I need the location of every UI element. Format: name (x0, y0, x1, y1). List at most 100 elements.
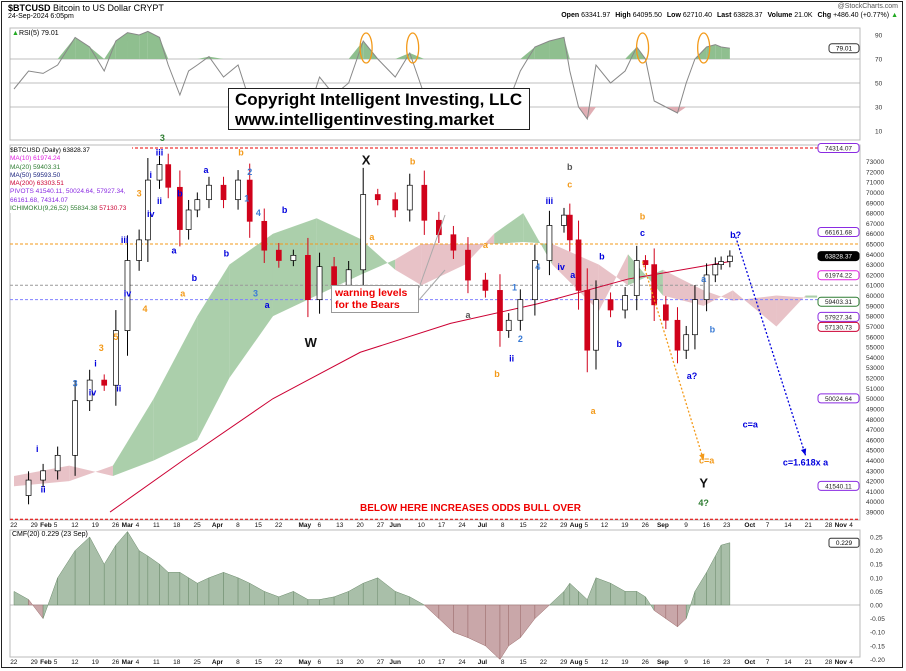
wave-label: a (483, 240, 489, 250)
cmf-area-segment (28, 598, 44, 620)
ohlc-readout: Open 63341.97 High 64095.50 Low 62710.40… (558, 12, 898, 19)
wave-label: c (640, 228, 645, 238)
cmf-tick-label: -0.15 (870, 643, 885, 650)
candle-body (421, 184, 428, 221)
rsi-tick-label: 90 (875, 33, 883, 40)
date-tick-label: 15 (519, 522, 527, 529)
date-tick-label: 11 (153, 659, 160, 666)
price-tick-label: 67000 (866, 221, 884, 228)
rsi-highlight-circle (697, 32, 711, 64)
price-tick-label: 54000 (866, 355, 884, 362)
price-tick-label: 52000 (866, 376, 884, 383)
price-badge (817, 251, 860, 262)
date-tick-label: Sep (657, 522, 669, 529)
legend-ichimoku-b: 57130.73 (99, 205, 127, 213)
cmf-tick-label: 0.20 (870, 548, 883, 555)
candle-body (136, 239, 142, 261)
date-tick-label: Apr (212, 522, 224, 529)
cmf-area-segment (610, 582, 626, 606)
price-legend: $BTCUSD (Daily) 63828.37 MA(10) 61974.24… (10, 147, 132, 214)
date-tick-label: 18 (173, 659, 181, 666)
date-tick-label: 12 (601, 522, 609, 529)
wave-label: c (567, 179, 572, 189)
date-tick-label: 16 (703, 659, 711, 666)
rsi-overbought-fill (549, 37, 564, 59)
date-tick-label: Nov (835, 522, 848, 529)
wave-label: 2 (247, 167, 252, 177)
price-badge (817, 321, 860, 332)
price-badge (817, 270, 860, 281)
wave-label: 3 (160, 133, 165, 143)
wave-label: i (150, 170, 153, 180)
price-tick-label: 72000 (866, 169, 884, 176)
date-tick-label: 4 (849, 659, 853, 666)
candle-body (54, 454, 61, 472)
arrowhead-icon (800, 448, 807, 456)
cmf-area-segment (89, 536, 105, 606)
ichimoku-cloud-segment (465, 233, 495, 265)
cmf-area-segment (467, 604, 486, 647)
date-tick-label: 7 (766, 659, 770, 666)
low-label: Low (666, 12, 681, 19)
rsi-overbought-fill (625, 47, 637, 59)
wave-label: c=1.618x a (783, 458, 829, 468)
cmf-area-segment (167, 572, 181, 606)
cmf-area-segment (197, 577, 210, 606)
date-tick-label: May (298, 659, 311, 666)
price-badge-label: 63828.37 (825, 254, 852, 261)
wave-label: W (305, 335, 318, 350)
cmf-area-segment (57, 549, 76, 606)
candle-body (532, 260, 538, 301)
date-tick-label: 29 (31, 522, 39, 529)
cmf-area-segment (348, 582, 364, 606)
rsi-oversold-fill (587, 107, 596, 119)
date-tick-label: 29 (31, 659, 39, 666)
date-tick-label: 25 (194, 659, 202, 666)
date-tick-label: 23 (723, 659, 731, 666)
copyright-box: Copyright Intelligent Investing, LLC www… (228, 88, 530, 130)
price-badge (817, 311, 860, 322)
price-tick-label: 39000 (866, 510, 884, 517)
legend-ichimoku: ICHIMOKU(9,26,52) 55834.38 57130.73 (10, 205, 132, 213)
cmf-area-segment (223, 571, 239, 606)
wave-label: a (570, 270, 576, 280)
date-tick-label: 20 (356, 522, 364, 529)
rsi-tick-label: 30 (875, 105, 883, 112)
wave-label: b (599, 251, 605, 261)
rsi-overbought-fill (147, 31, 160, 59)
candle-body (40, 470, 46, 481)
candle-body (290, 254, 297, 261)
price-tick-label: 40000 (866, 499, 884, 506)
date-tick-label: Apr (212, 659, 224, 666)
wave-label: iv (89, 388, 97, 398)
candle-body (561, 214, 567, 226)
wave-label: 4 (142, 304, 147, 314)
rsi-panel (9, 27, 861, 141)
rsi-badge-label: 79.01 (836, 46, 853, 53)
price-tick-label: 46000 (866, 437, 884, 444)
cmf-area-segment (548, 590, 565, 606)
wave-label: b (494, 369, 500, 379)
date-tick-label: 27 (377, 522, 385, 529)
candle-body (727, 255, 733, 262)
candle-body (497, 290, 503, 331)
candle-body (575, 239, 582, 291)
candle-body (360, 194, 367, 271)
date-tick-label: 21 (805, 659, 813, 666)
chg-label: Chg (817, 12, 832, 19)
rsi-overbought-fill (104, 41, 116, 59)
warning-pointer-line (418, 214, 446, 289)
cmf-area-segment (278, 591, 294, 606)
price-badge-label: 50024.64 (825, 396, 852, 403)
wave-label: a (180, 289, 186, 299)
ichimoku-cloud-segment (316, 218, 361, 296)
candle-body (345, 269, 352, 286)
cmf-area-segment (499, 604, 509, 661)
price-tick-label: 63000 (866, 262, 884, 269)
wave-label: b (710, 325, 716, 335)
wave-label: i (94, 359, 97, 369)
price-tick-label: 56000 (866, 334, 884, 341)
candle-body (177, 186, 183, 230)
